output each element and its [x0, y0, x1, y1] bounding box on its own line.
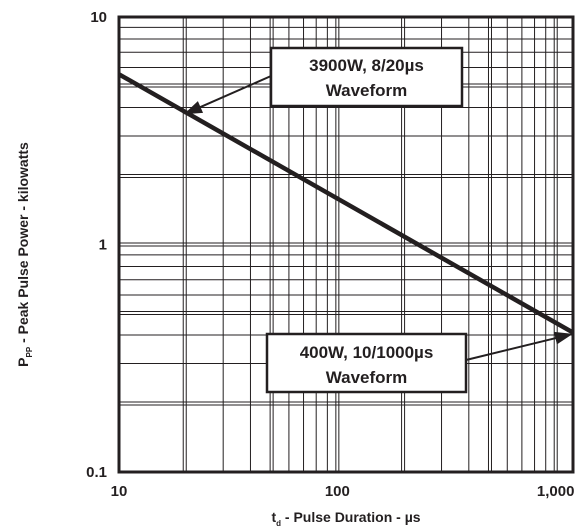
callout-3900w: 3900W, 8/20µs Waveform — [184, 46, 464, 115]
x-axis-label: td - Pulse Duration - µs — [271, 509, 420, 528]
callout-400w-line-1: 400W, 10/1000µs — [300, 343, 434, 362]
y-tick-label: 1 — [99, 237, 107, 254]
x-tick-label: 100 — [325, 483, 350, 500]
x-axis-label-rest: - Pulse Duration - µs — [281, 509, 421, 525]
x-axis-ticks: 10 100 1,000 — [111, 483, 575, 500]
plot-frame — [117, 15, 575, 474]
callout-400w: 400W, 10/1000µs Waveform — [265, 331, 573, 394]
y-axis-label-rest: - Peak Pulse Power - kilowatts — [15, 142, 31, 347]
callout-3900w-arrow — [184, 75, 272, 115]
y-tick-label: 10 — [90, 9, 107, 26]
callout-400w-box — [265, 332, 468, 394]
callout-3900w-box — [269, 46, 464, 108]
series-layer — [117, 72, 575, 335]
x-tick-label: 1,000 — [537, 483, 575, 500]
y-axis-label-sub: PP — [25, 346, 34, 357]
x-axis-label-main: t — [271, 509, 276, 525]
callout-400w-arrow — [465, 331, 573, 361]
x-axis-label-sub: d — [276, 519, 281, 528]
x-tick-label: 10 — [111, 483, 128, 500]
y-axis-ticks: 10 1 0.1 — [86, 9, 107, 481]
callout-3900w-line-1: 3900W, 8/20µs — [309, 56, 424, 75]
y-axis-label-main: P — [15, 357, 31, 366]
y-axis-label: PPP - Peak Pulse Power - kilowatts — [15, 142, 34, 367]
y-tick-label: 0.1 — [86, 464, 107, 481]
series-line — [117, 72, 575, 335]
callout-400w-line-2: Waveform — [326, 368, 408, 387]
callout-3900w-line-2: Waveform — [326, 81, 408, 100]
